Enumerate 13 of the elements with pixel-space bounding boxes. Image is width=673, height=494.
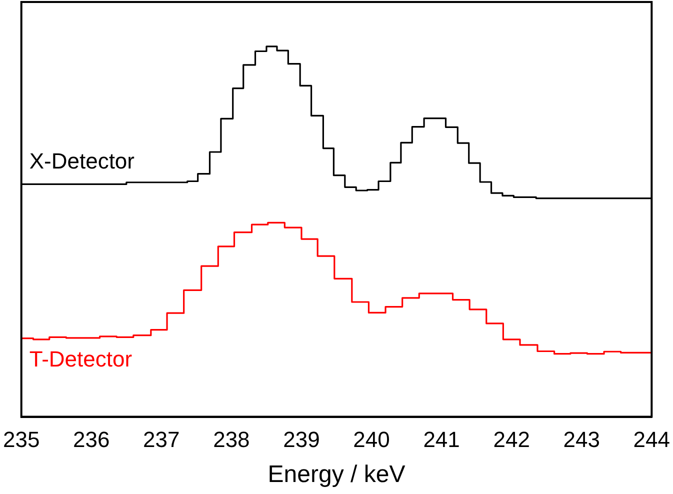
- x-tick-label: 235: [2, 427, 40, 452]
- x-tick-label: 242: [493, 427, 530, 452]
- series-label: T-Detector: [29, 346, 132, 372]
- x-tick-label: 240: [353, 427, 390, 452]
- x-tick-label: 236: [73, 427, 110, 452]
- x-tick-label: 243: [563, 427, 600, 452]
- x-tick-label: 238: [213, 427, 250, 452]
- x-tick-label: 241: [423, 427, 460, 452]
- x-axis-title: Energy / keV: [268, 461, 406, 488]
- x-tick-label: 244: [633, 427, 670, 452]
- x-tick-label: 237: [143, 427, 180, 452]
- x-tick-label: 239: [283, 427, 320, 452]
- series-label: X-Detector: [29, 148, 135, 174]
